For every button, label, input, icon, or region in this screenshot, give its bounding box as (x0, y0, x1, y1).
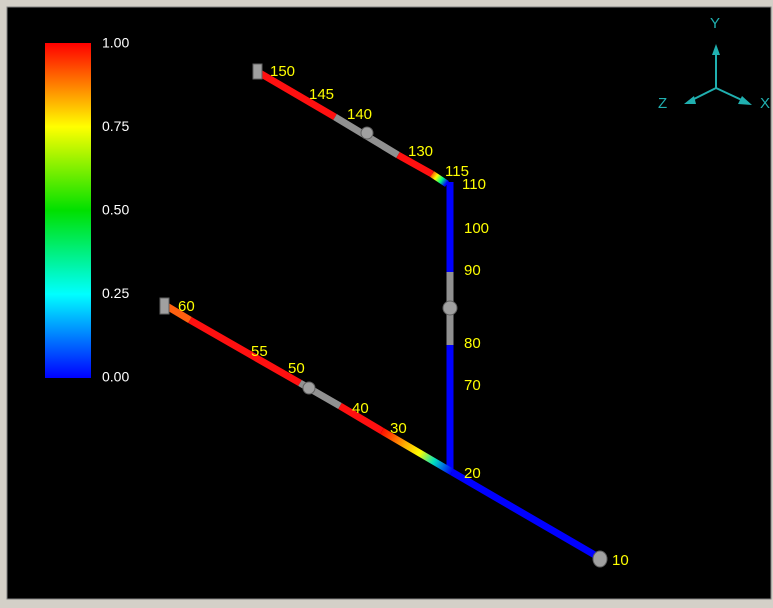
node-label: 50 (288, 360, 305, 377)
scale-label: 1.00 (102, 35, 129, 51)
node-label: 70 (464, 377, 481, 394)
node-label: 10 (612, 552, 629, 569)
node-label: 110 (462, 176, 486, 193)
node-label: 130 (408, 143, 433, 160)
node-label: 100 (464, 220, 489, 237)
viewport: 1.00 0.75 0.50 0.25 0.00 Y Z X 150 145 140 (0, 0, 773, 603)
axis-label: X (760, 95, 770, 112)
canvas (7, 7, 771, 599)
node-label: 80 (464, 335, 481, 352)
node-label: 145 (309, 86, 334, 103)
node-label: 60 (178, 298, 195, 315)
axis-label: Y (710, 15, 720, 32)
color-scale (45, 43, 91, 378)
node-label: 90 (464, 262, 481, 279)
node-label: 140 (347, 106, 372, 123)
node-label: 40 (352, 400, 369, 417)
scale-label: 0.50 (102, 202, 129, 218)
node-label: 20 (464, 465, 481, 482)
node-label: 30 (390, 420, 407, 437)
node-label: 55 (251, 343, 268, 360)
axis-label: Z (658, 95, 667, 112)
scale-label: 0.25 (102, 285, 129, 301)
node-label: 150 (270, 63, 295, 80)
scale-label: 0.00 (102, 369, 129, 385)
page: {"colorbar": {"ticks": ["1.00", "0.75", … (0, 0, 773, 603)
scale-label: 0.75 (102, 118, 129, 134)
